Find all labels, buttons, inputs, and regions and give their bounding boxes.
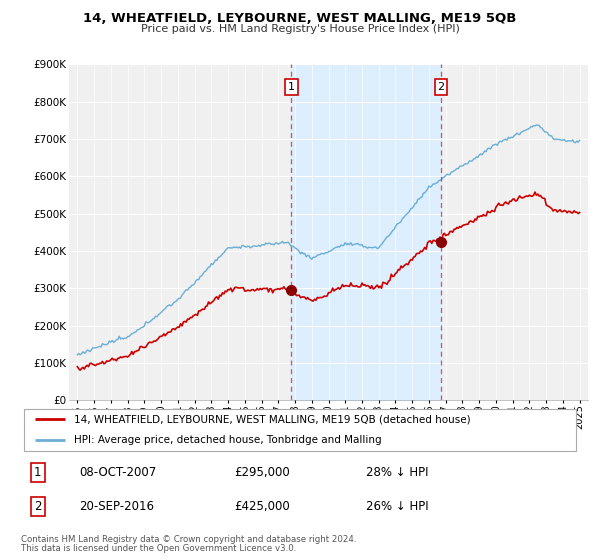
Text: 14, WHEATFIELD, LEYBOURNE, WEST MALLING, ME19 5QB: 14, WHEATFIELD, LEYBOURNE, WEST MALLING,… [83, 12, 517, 25]
Text: 26% ↓ HPI: 26% ↓ HPI [366, 500, 429, 514]
Text: £295,000: £295,000 [234, 466, 290, 479]
Text: Contains HM Land Registry data © Crown copyright and database right 2024.: Contains HM Land Registry data © Crown c… [21, 535, 356, 544]
Text: 14, WHEATFIELD, LEYBOURNE, WEST MALLING, ME19 5QB (detached house): 14, WHEATFIELD, LEYBOURNE, WEST MALLING,… [74, 414, 470, 424]
Text: £425,000: £425,000 [234, 500, 290, 514]
Text: 08-OCT-2007: 08-OCT-2007 [79, 466, 157, 479]
Text: 1: 1 [34, 466, 41, 479]
Text: 28% ↓ HPI: 28% ↓ HPI [366, 466, 429, 479]
Text: HPI: Average price, detached house, Tonbridge and Malling: HPI: Average price, detached house, Tonb… [74, 435, 382, 445]
Text: 2: 2 [34, 500, 41, 514]
Text: 1: 1 [288, 82, 295, 92]
FancyBboxPatch shape [24, 409, 576, 451]
Text: 20-SEP-2016: 20-SEP-2016 [79, 500, 154, 514]
Text: Price paid vs. HM Land Registry's House Price Index (HPI): Price paid vs. HM Land Registry's House … [140, 24, 460, 34]
Text: 2: 2 [437, 82, 445, 92]
Text: This data is licensed under the Open Government Licence v3.0.: This data is licensed under the Open Gov… [21, 544, 296, 553]
